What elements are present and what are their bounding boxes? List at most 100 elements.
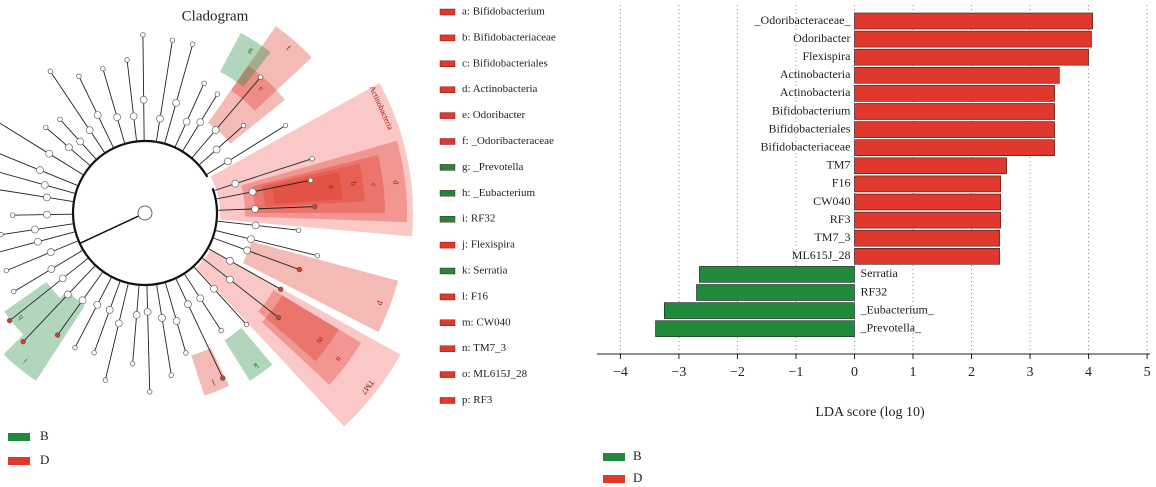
branch [132, 284, 140, 364]
category-label: TM7 [826, 158, 850, 172]
category-label: _Odoribacteraceae_ [754, 13, 852, 27]
x-tick-label: 5 [1144, 365, 1151, 380]
node [85, 126, 94, 135]
leaf [91, 350, 97, 356]
clade-wedge [241, 140, 407, 223]
clade-wedge [3, 290, 86, 381]
clade-wedge [231, 26, 312, 111]
clade-wedge [272, 171, 343, 204]
key-swatch [439, 293, 456, 301]
leaf [20, 339, 26, 345]
key-swatch [439, 190, 456, 197]
bar [854, 211, 1002, 229]
bar [854, 229, 1000, 247]
branch [146, 284, 151, 392]
node [156, 114, 164, 123]
branch [104, 282, 129, 381]
node [43, 210, 51, 219]
category-label: Serratia [860, 266, 898, 280]
node [129, 112, 138, 121]
leaf [47, 68, 53, 74]
leaf [43, 124, 49, 131]
legend-label: D [40, 452, 49, 467]
branch [155, 40, 173, 142]
leaf [201, 80, 207, 86]
category-label: TM7_3 [814, 230, 850, 244]
branch [0, 189, 74, 203]
leaf [240, 122, 247, 129]
key-label: o: ML615J_28 [462, 368, 528, 380]
wedge-label: c [369, 183, 378, 188]
bar [854, 157, 1007, 175]
x-tick-label: 2 [968, 365, 975, 380]
node [40, 181, 49, 189]
key-swatch [439, 60, 456, 67]
clade-wedge [191, 347, 230, 396]
node [251, 221, 260, 230]
bar [854, 12, 1093, 30]
key-label: g: _Prevotella [462, 161, 524, 173]
leaf [57, 116, 63, 122]
node [132, 311, 141, 319]
branch [6, 240, 79, 272]
leaf [140, 32, 146, 38]
leaf [169, 37, 176, 43]
node [105, 306, 114, 314]
x-tick-label: 4 [1085, 365, 1092, 380]
leaf [278, 286, 284, 292]
wedge-label: l [210, 378, 216, 387]
leaf [54, 332, 61, 338]
leaf [183, 350, 189, 356]
leaf [218, 327, 224, 334]
key-swatch [439, 215, 456, 223]
leaf [314, 252, 321, 259]
leaf [72, 344, 78, 351]
key-label: d: Actinobacteria [462, 83, 538, 95]
node [34, 237, 42, 246]
key-swatch [439, 241, 456, 249]
x-axis-label: LDA score (log 10) [815, 405, 925, 420]
clade-wedge [262, 295, 362, 385]
wedge-label: e [257, 84, 266, 93]
root-branch [79, 212, 146, 245]
clade-wedge [4, 281, 61, 335]
category-label: Bifidobacterium [772, 103, 851, 117]
key-swatch [439, 345, 456, 352]
x-tick-label: 0 [851, 365, 858, 380]
leaf [275, 314, 282, 321]
tree [0, 32, 321, 395]
cladogram-title: Cladogram [182, 8, 249, 24]
node [139, 95, 148, 104]
bar [854, 139, 1055, 156]
category-label: F16 [832, 176, 851, 190]
leaf [11, 288, 17, 295]
key-label: j: Flexispira [461, 239, 515, 251]
wedge-label: b [349, 181, 358, 186]
wedge-label: h [16, 313, 25, 322]
node [248, 187, 257, 196]
key-swatch [439, 164, 456, 171]
node [196, 294, 205, 303]
bar [655, 320, 855, 338]
key-label: m: CW040 [462, 316, 511, 328]
key-label: e: Odoribacter [462, 109, 526, 121]
node [63, 290, 72, 299]
branch [142, 34, 145, 142]
key-swatch [439, 138, 456, 145]
key-label: p: RF3 [462, 394, 493, 406]
bar [854, 121, 1055, 138]
leaf [102, 377, 108, 383]
key-label: a: Bifidobacterium [462, 6, 545, 18]
leaf [312, 203, 318, 210]
node [243, 246, 251, 255]
clade-wedge [220, 32, 271, 87]
bar [854, 67, 1060, 84]
clade-wedge [251, 154, 385, 213]
leaf [296, 266, 303, 273]
category-label: Bifidobacteriales [769, 121, 851, 135]
key-label: c: Bifidobacteriales [462, 57, 548, 69]
bar [696, 284, 855, 301]
leaf [168, 372, 174, 378]
wedge-label: d [391, 180, 400, 185]
key-swatch [439, 397, 456, 404]
